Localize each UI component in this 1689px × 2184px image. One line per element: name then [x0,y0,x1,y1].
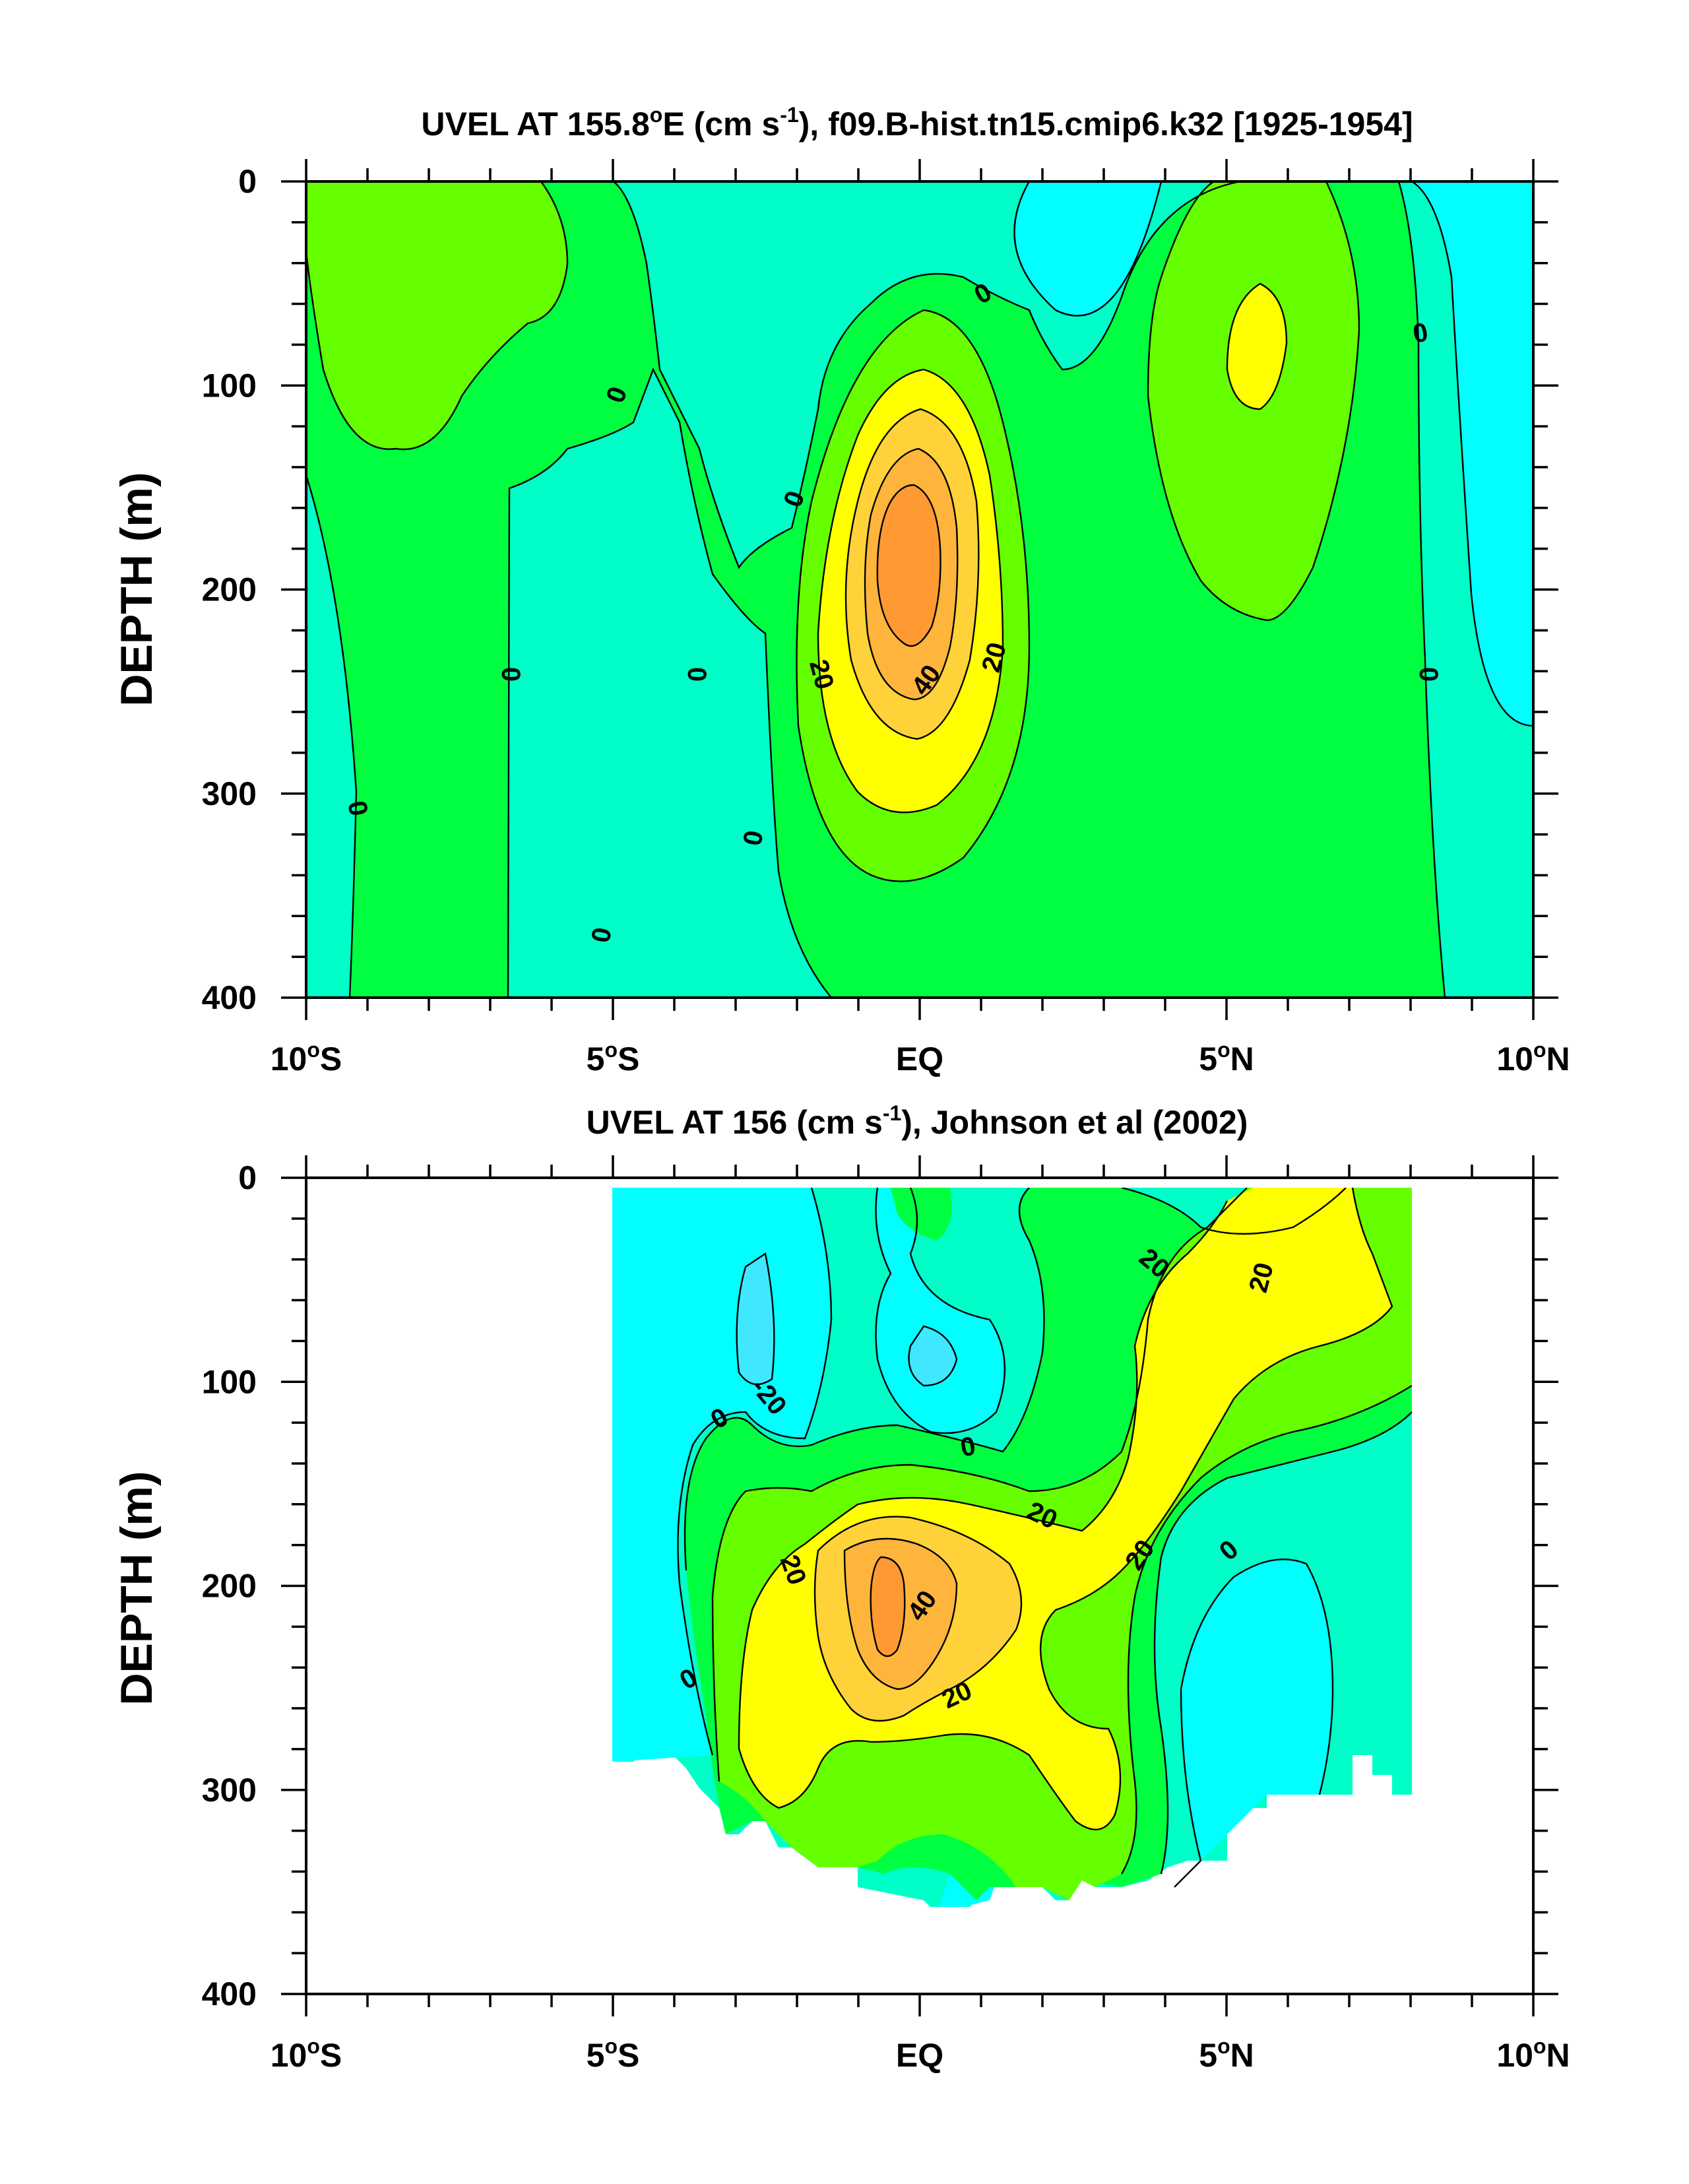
bottom-chart-title: UVEL AT 156 (cm s-1), Johnson et al (200… [587,1101,1248,1141]
top-x-tick-label: 5oN [1199,1038,1254,1077]
band-30-40-south [306,181,567,449]
bottom-y-tick-label: 200 [202,1568,257,1605]
bottom-x-tick-label: 5oS [587,2034,640,2074]
top-contour-lines [306,181,1533,998]
band-gt70-a [870,1557,905,1656]
bottom-y-axis-label: DEPTH (m) [112,1471,162,1705]
clabel-top-5: 0 [496,667,525,682]
bottom-x-tick-label: 5oN [1199,2034,1254,2074]
top-axes: 10oS 5oS EQ 5oN 10oN 0 100 200 300 400 [202,159,1570,1077]
bottom-y-tick-label: 0 [238,1159,257,1196]
band-neg-east [1174,1559,1333,1887]
band-neg-west [612,1188,831,1762]
top-x-tick-label: 10oS [271,1038,342,1077]
top-y-tick-label: 400 [202,979,257,1016]
bottom-y-tick-label: 400 [202,1975,257,2012]
top-x-tick-label: EQ [896,1041,943,1077]
clabel-top-6: 0 [682,667,711,682]
clabel-top-7: 0 [1414,667,1443,682]
top-y-axis-label: DEPTH (m) [112,472,162,706]
bottom-x-tick-label: 10oS [271,2034,342,2074]
top-contour-fill [306,181,1533,998]
bottom-x-tick-label: EQ [896,2037,943,2074]
top-y-tick-label: 100 [202,367,257,404]
band-40-50-north [1227,284,1287,409]
bottom-x-tick-label: 10oN [1496,2034,1570,2074]
top-x-tick-label: 5oS [587,1038,640,1077]
top-y-tick-label: 200 [202,571,257,608]
bottom-y-tick-label: 300 [202,1772,257,1809]
bottom-contour-panel: UVEL AT 156 (cm s-1), Johnson et al (200… [112,1101,1570,2074]
band-neg-mid [876,1188,1005,1433]
bottom-contour-lines [677,1188,1412,1888]
top-x-tick-label: 10oN [1496,1038,1570,1077]
band-neg-core1 [736,1254,775,1384]
bottom-y-tick-label: 100 [202,1363,257,1400]
bottom-axes: 10oS 5oS EQ 5oN 10oN 0 100 200 300 400 [202,1155,1570,2074]
band-gt70 [877,485,941,647]
top-chart-title: UVEL AT 155.8oE (cm s-1), f09.B-hist.tn1… [421,103,1413,143]
bottom-contour-fill [612,1188,1412,1907]
top-contour-panel: UVEL AT 155.8oE (cm s-1), f09.B-hist.tn1… [112,103,1570,1077]
band-20-30-b [891,1188,952,1240]
top-y-tick-label: 300 [202,775,257,812]
top-y-tick-label: 0 [238,163,257,200]
band-neg-core2 [908,1326,957,1386]
